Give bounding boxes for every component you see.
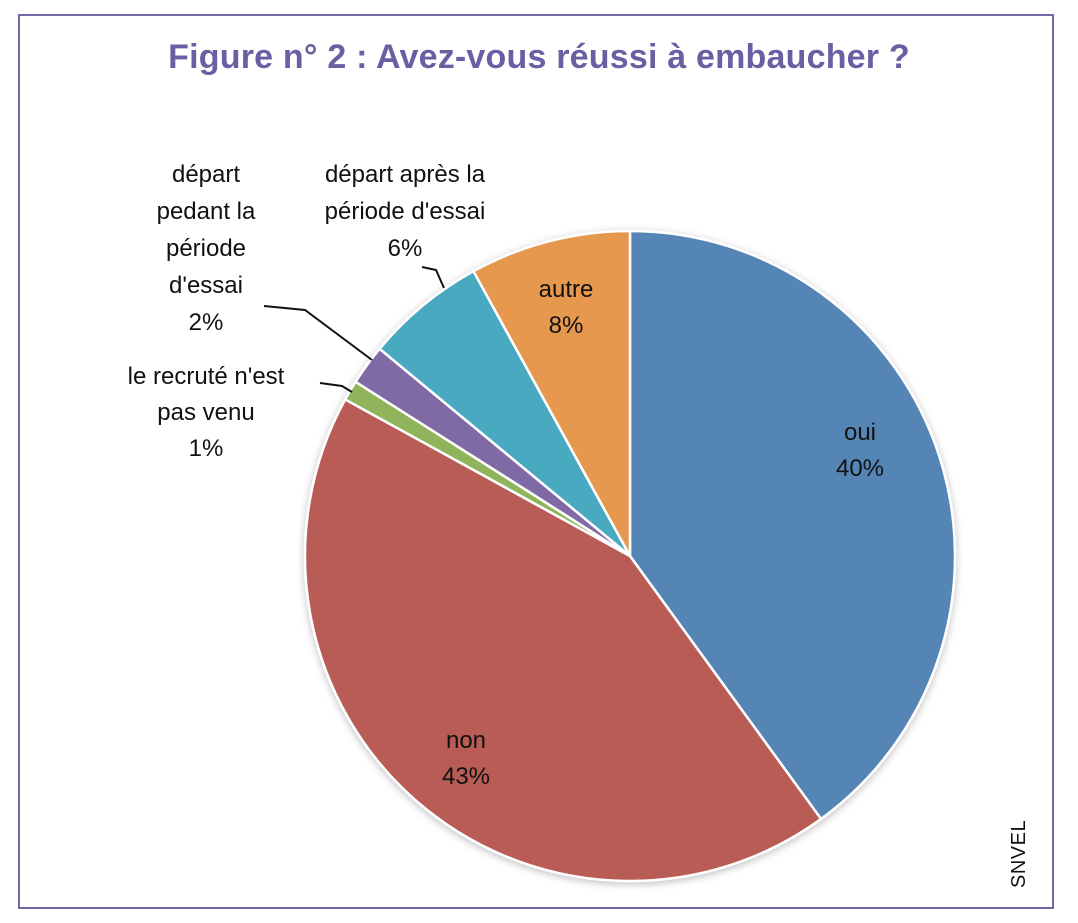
slice-label-apres: départ après la période d'essai 6% (325, 161, 486, 262)
slice-label-line: le recruté n'est (128, 363, 285, 390)
slice-label-line: départ (172, 161, 240, 188)
slice-label-line: d'essai (169, 272, 243, 299)
chart-frame (18, 14, 1054, 909)
slice-label-pendant: départ pedant la période d'essai 2% (157, 161, 256, 336)
slice-label-line: oui (844, 419, 876, 446)
source-label: SNVEL (1008, 819, 1030, 888)
slice-label-line: 40% (836, 455, 884, 482)
slice-label-line: période d'essai (325, 198, 486, 225)
slice-label-line: pedant la (157, 198, 256, 225)
chart-title: Figure n° 2 : Avez-vous réussi à embauch… (168, 38, 910, 76)
pie-slice-apres (378, 269, 632, 558)
slice-label-line: 1% (189, 435, 224, 462)
slice-label-line: 43% (442, 763, 490, 790)
slice-label-venu: le recruté n'est pas venu 1% (128, 363, 285, 462)
leader-lines (263, 266, 445, 393)
pie-slice-oui (628, 229, 957, 821)
slice-label-line: 6% (388, 235, 423, 262)
slice-label-oui: oui 40% (836, 419, 884, 482)
slice-labels: oui 40% non 43% le recruté n'est pas venu 1% dé… (128, 161, 884, 790)
slice-label-line: période (166, 235, 246, 262)
pie-slice-autre (472, 229, 632, 558)
slice-label-line: 2% (189, 309, 224, 336)
slice-label-autre: autre 8% (539, 276, 594, 339)
leader-line-apres (421, 266, 445, 289)
slice-label-line: pas venu (157, 399, 254, 426)
pie-slice-non (303, 398, 823, 883)
leader-line-pendant (263, 305, 373, 361)
slice-label-line: 8% (549, 312, 584, 339)
slice-label-line: non (446, 727, 486, 754)
slice-label-line: départ après la (325, 161, 486, 188)
slice-label-non: non 43% (442, 727, 490, 790)
leader-line-venu (319, 382, 353, 393)
pie-slices (303, 229, 957, 883)
slice-label-line: autre (539, 276, 594, 303)
